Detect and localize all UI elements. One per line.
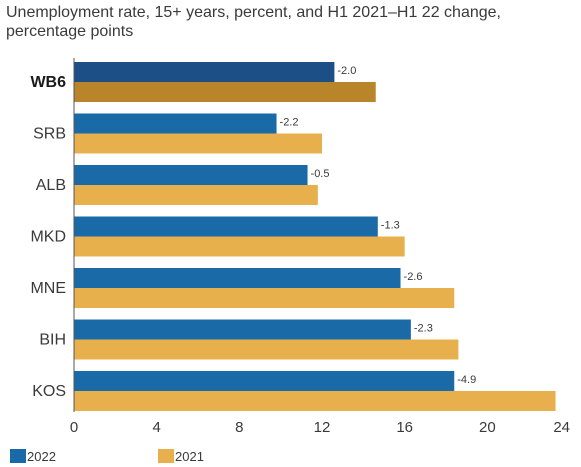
- x-tick-label-20: 20: [479, 419, 496, 436]
- bar-kos-2021: [74, 391, 556, 411]
- bar-bih-2021: [74, 339, 459, 360]
- bar-wb6-2021: [74, 82, 376, 102]
- bar-mne-2021: [74, 288, 455, 308]
- x-tick-label-24: 24: [553, 419, 570, 436]
- x-tick-label-0: 0: [70, 419, 78, 436]
- x-tick-label-16: 16: [396, 419, 413, 436]
- bar-alb-2021: [74, 185, 318, 205]
- change-label-mkd: -1.3: [381, 220, 400, 232]
- change-label-bih: -2.3: [414, 323, 433, 335]
- bar-kos-2022: [74, 371, 455, 391]
- category-label-mkd: MKD: [30, 229, 66, 246]
- legend-label-2022: 2022: [27, 449, 56, 464]
- change-label-mne: -2.6: [404, 271, 423, 283]
- category-label-srb: SRB: [33, 126, 66, 143]
- category-label-alb: ALB: [36, 177, 66, 194]
- x-tick-label-8: 8: [235, 419, 243, 436]
- change-label-kos: -4.9: [457, 374, 476, 386]
- bar-srb-2022: [74, 113, 277, 134]
- category-label-kos: KOS: [32, 383, 66, 400]
- bar-mkd-2022: [74, 216, 378, 237]
- change-label-srb: -2.2: [280, 117, 299, 129]
- legend: 2022 2021: [10, 449, 204, 464]
- category-label-wb6: WB6: [30, 74, 66, 91]
- bar-bih-2022: [74, 319, 411, 340]
- x-tick-label-12: 12: [314, 419, 331, 436]
- bar-mne-2022: [74, 268, 401, 288]
- labels-layer: WB6 -2.0 SRB -2.2 ALB -0.5 MKD -1.3 MNE -2.6 BIH -2…: [30, 65, 476, 400]
- bars-layer: [74, 62, 556, 411]
- legend-swatch-2021: [158, 449, 174, 463]
- category-label-bih: BIH: [39, 332, 66, 349]
- x-tick-label-4: 4: [152, 419, 160, 436]
- x-tick-labels: 0 4 8 12 16 20 24: [70, 419, 570, 436]
- chart-title: Unemployment rate, 15+ years, percent, a…: [6, 4, 501, 40]
- bar-srb-2021: [74, 133, 322, 154]
- category-label-mne: MNE: [30, 280, 66, 297]
- change-label-alb: -0.5: [311, 168, 330, 180]
- change-label-wb6: -2.0: [337, 65, 356, 77]
- bar-alb-2022: [74, 165, 308, 185]
- bar-mkd-2021: [74, 236, 405, 257]
- bar-wb6-2022: [74, 62, 335, 82]
- legend-label-2021: 2021: [175, 449, 204, 464]
- legend-swatch-2022: [10, 449, 26, 463]
